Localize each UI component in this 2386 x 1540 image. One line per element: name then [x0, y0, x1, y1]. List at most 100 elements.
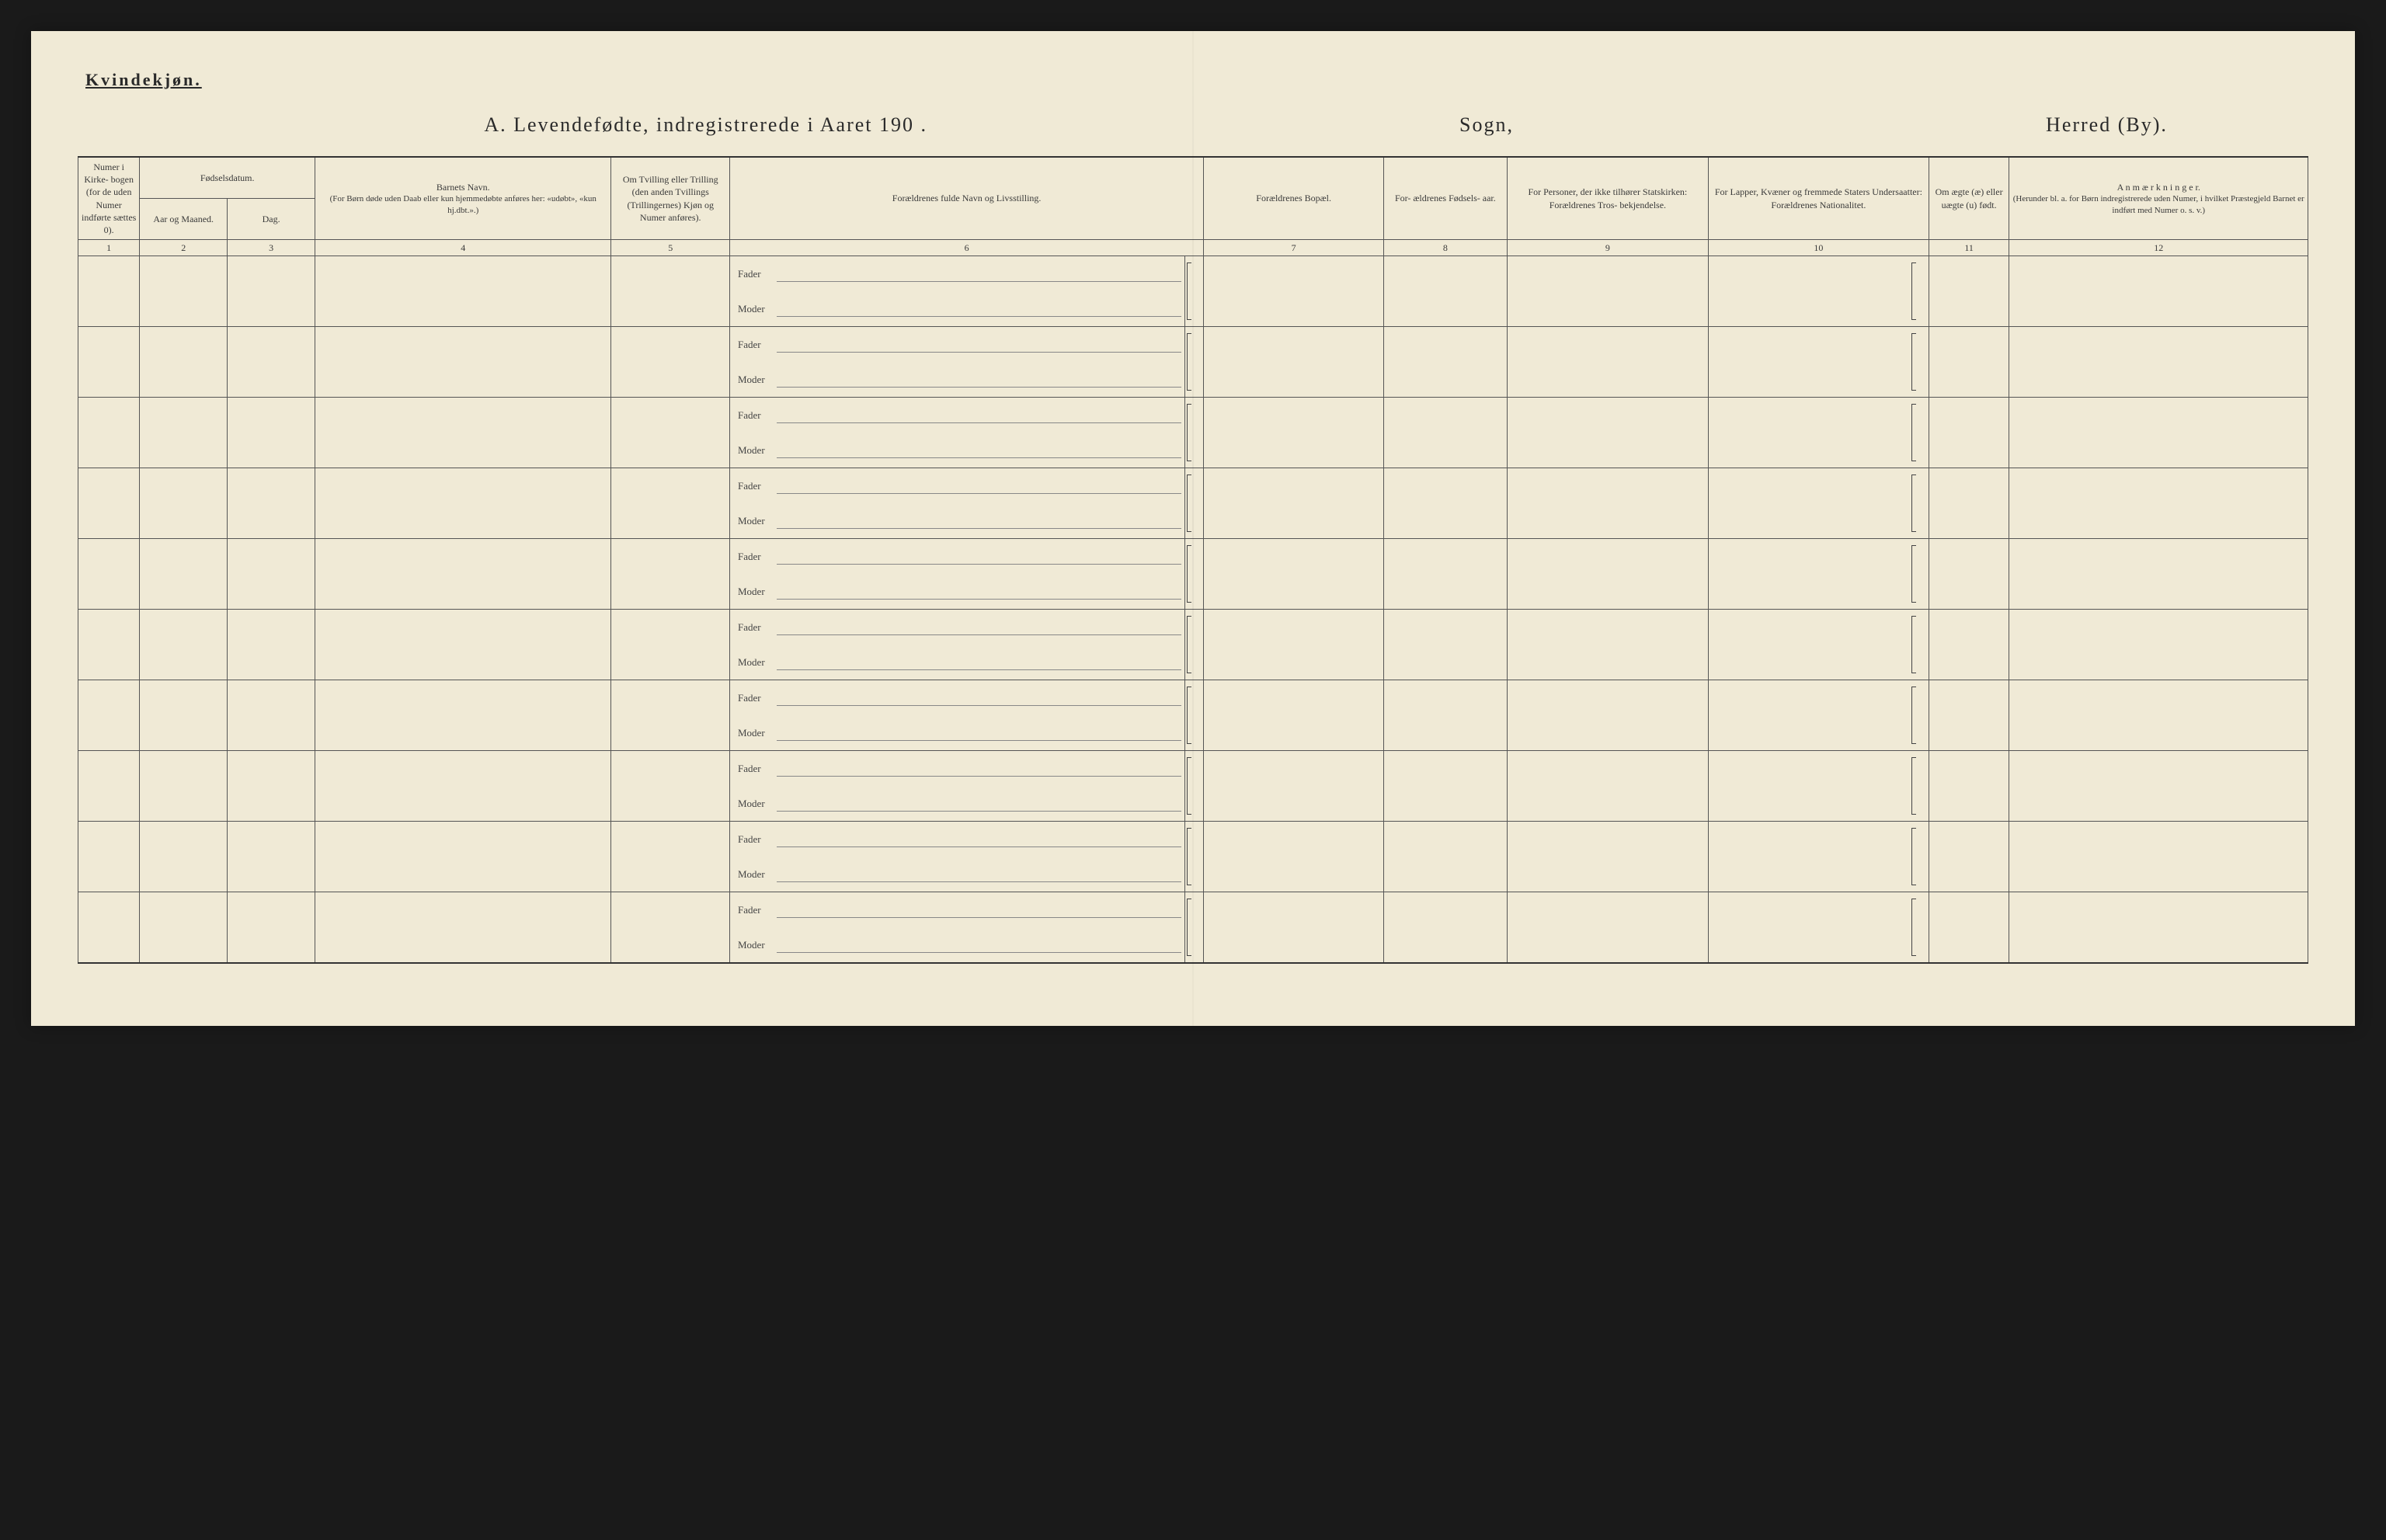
- register-page: Kvindekjøn. A. Levendefødte, indregistre…: [31, 31, 2355, 1026]
- empty-cell: [2009, 468, 2308, 539]
- bracket-cell: [1184, 398, 1203, 468]
- col-header-7: Forældrenes Bopæl.: [1204, 157, 1384, 240]
- col-header-4: Barnets Navn. (For Børn døde uden Daab e…: [315, 157, 611, 240]
- col-header-2b: Dag.: [228, 199, 315, 240]
- empty-cell: [1709, 680, 1910, 751]
- mother-label: Moder: [738, 727, 770, 739]
- father-label: Fader: [738, 692, 770, 704]
- empty-cell: [228, 539, 315, 610]
- empty-cell: [1507, 751, 1708, 822]
- col-header-4-sub: (For Børn døde uden Daab eller kun hjemm…: [318, 193, 607, 217]
- empty-cell: [2009, 256, 2308, 327]
- empty-cell: [315, 680, 611, 751]
- mother-line: [777, 740, 1181, 741]
- empty-cell: [1204, 327, 1384, 398]
- sogn-label: Sogn,: [1459, 113, 1514, 137]
- empty-cell: [140, 892, 228, 964]
- empty-cell: [1709, 822, 1910, 892]
- empty-cell: [611, 892, 730, 964]
- col-header-birthdate: Fødselsdatum.: [140, 157, 315, 199]
- father-label: Fader: [738, 409, 770, 422]
- col-header-11: Om ægte (æ) eller uægte (u) født.: [1929, 157, 2009, 240]
- empty-cell: [140, 822, 228, 892]
- empty-cell: [315, 398, 611, 468]
- father-line: [777, 564, 1181, 565]
- empty-cell: [611, 680, 730, 751]
- bracket-cell: [1184, 256, 1203, 327]
- father-label: Fader: [738, 833, 770, 846]
- father-line: [777, 493, 1181, 494]
- header-row: Kvindekjøn.: [78, 70, 2308, 90]
- empty-cell: [140, 256, 228, 327]
- colnum-9: 9: [1507, 240, 1708, 256]
- father-line: [777, 281, 1181, 282]
- table-row: Fader Moder: [78, 680, 2308, 751]
- empty-cell: [1507, 398, 1708, 468]
- parents-cell: FaderModer: [730, 822, 1185, 892]
- table-header: Numer i Kirke- bogen (for de uden Numer …: [78, 157, 2308, 256]
- empty-cell: [1929, 539, 2009, 610]
- table-row: FaderModer: [78, 822, 2308, 892]
- empty-cell: [2009, 822, 2308, 892]
- empty-cell: [1507, 680, 1708, 751]
- bracket-cell: [1910, 680, 1929, 751]
- column-number-row: 1 2 3 4 5 6 7 8 9 10 11 12: [78, 240, 2308, 256]
- parents-cell: FaderModer: [730, 398, 1185, 468]
- empty-cell: [1709, 539, 1910, 610]
- empty-cell: [1507, 892, 1708, 964]
- father-label: Fader: [738, 268, 770, 280]
- empty-cell: [140, 539, 228, 610]
- empty-cell: [611, 610, 730, 680]
- empty-cell: [1507, 822, 1708, 892]
- parents-cell: FaderModer: [730, 256, 1185, 327]
- col-header-12-sub: (Herunder bl. a. for Børn indregistrered…: [2012, 193, 2304, 217]
- bracket-cell: [1184, 751, 1203, 822]
- father-label: Fader: [738, 551, 770, 563]
- empty-cell: [228, 256, 315, 327]
- empty-cell: [1929, 256, 2009, 327]
- empty-cell: [1929, 751, 2009, 822]
- father-label: Fader: [738, 339, 770, 351]
- col-header-12-main: A n m æ r k n i n g e r.: [2012, 181, 2304, 193]
- empty-cell: [228, 327, 315, 398]
- father-label: Fader: [738, 480, 770, 492]
- parents-cell: FaderModer: [730, 892, 1185, 964]
- empty-cell: [1929, 892, 2009, 964]
- empty-cell: [228, 680, 315, 751]
- parents-cell: FaderModer: [730, 539, 1185, 610]
- colnum-7: 7: [1204, 240, 1384, 256]
- mother-line: [777, 316, 1181, 317]
- empty-cell: [1204, 256, 1384, 327]
- father-line: [777, 846, 1181, 847]
- empty-cell: [1384, 610, 1508, 680]
- empty-cell: [315, 256, 611, 327]
- empty-cell: [2009, 398, 2308, 468]
- empty-cell: [228, 468, 315, 539]
- empty-cell: [1204, 892, 1384, 964]
- table-row: FaderModer: [78, 256, 2308, 327]
- empty-cell: [1204, 680, 1384, 751]
- empty-cell: [1709, 892, 1910, 964]
- empty-cell: [78, 751, 140, 822]
- empty-cell: [611, 539, 730, 610]
- colnum-8: 8: [1384, 240, 1508, 256]
- empty-cell: [1204, 610, 1384, 680]
- empty-cell: [611, 327, 730, 398]
- empty-cell: [1384, 327, 1508, 398]
- empty-cell: [2009, 539, 2308, 610]
- mother-line: [777, 881, 1181, 882]
- mother-label: Moder: [738, 515, 770, 527]
- parents-cell: FaderModer: [730, 327, 1185, 398]
- father-label: Fader: [738, 904, 770, 916]
- colnum-4: 4: [315, 240, 611, 256]
- mother-line: [777, 669, 1181, 670]
- empty-cell: [315, 610, 611, 680]
- empty-cell: [1204, 822, 1384, 892]
- bracket-cell: [1910, 610, 1929, 680]
- mother-line: [777, 528, 1181, 529]
- empty-cell: [611, 468, 730, 539]
- col-header-4-main: Barnets Navn.: [318, 181, 607, 193]
- mother-label: Moder: [738, 798, 770, 810]
- parents-cell: Fader Moder: [730, 468, 1185, 539]
- empty-cell: [228, 751, 315, 822]
